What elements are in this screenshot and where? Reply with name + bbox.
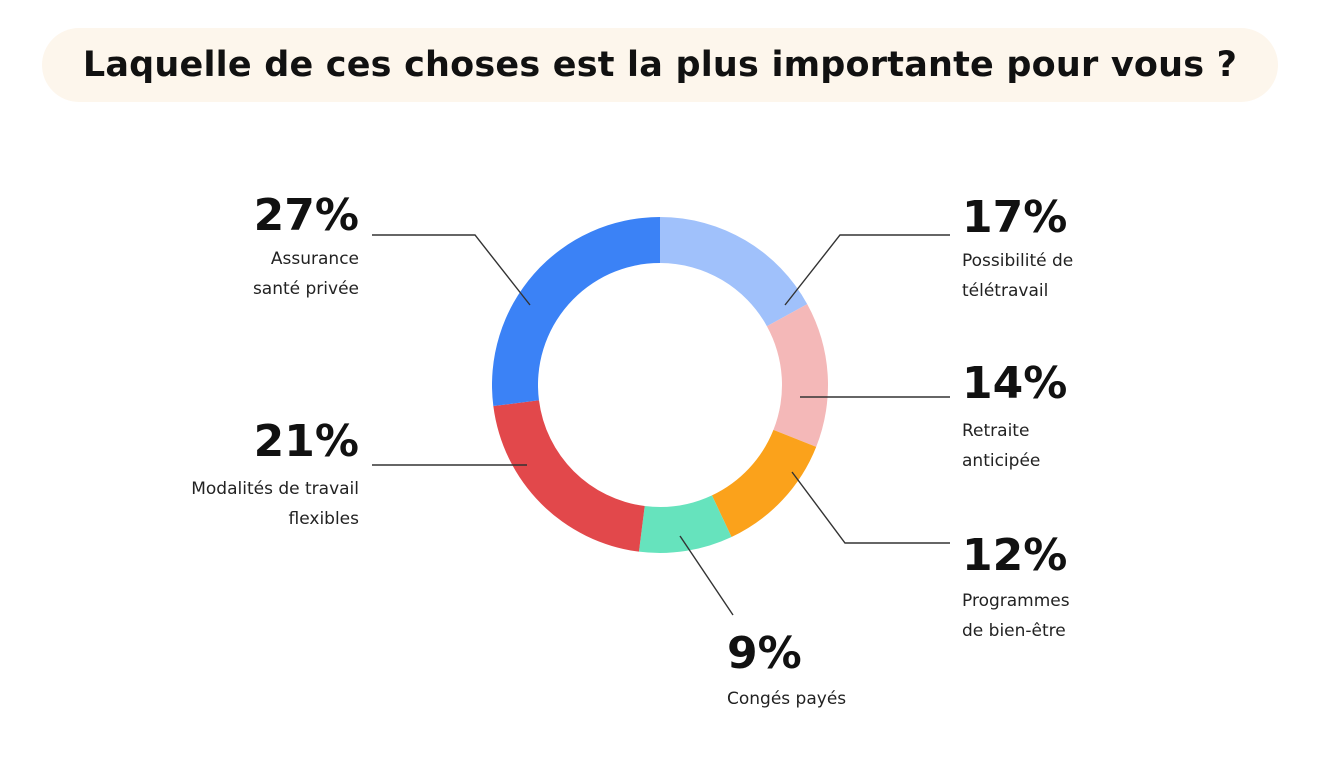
- slice-label: Programmes: [962, 591, 1070, 611]
- chart-title: Laquelle de ces choses est la plus impor…: [82, 45, 1238, 85]
- slice-percentage: 14%: [962, 358, 1067, 409]
- donut-slice: [766, 304, 828, 447]
- leader-line: [784, 234, 950, 306]
- slice-label: flexibles: [289, 509, 360, 529]
- leader-line: [791, 471, 950, 544]
- slice-label: Congés payés: [727, 689, 846, 709]
- donut-slice: [638, 495, 732, 553]
- donut-slice: [660, 217, 808, 327]
- slice-percentage: 27%: [254, 190, 359, 241]
- slice-label: Assurance: [271, 249, 359, 269]
- leader-line: [372, 234, 531, 306]
- slice-label: Modalités de travail: [191, 479, 359, 499]
- slice-label: télétravail: [962, 281, 1048, 301]
- slice-label: Retraite: [962, 421, 1029, 441]
- leader-line: [679, 535, 734, 616]
- slice-label: santé privée: [253, 279, 359, 299]
- slice-percentage: 21%: [254, 416, 359, 467]
- donut-slice: [711, 429, 817, 538]
- slice-percentage: 12%: [962, 530, 1067, 581]
- donut-slice: [492, 217, 660, 407]
- donut-slice: [493, 400, 645, 552]
- slice-label: anticipée: [962, 451, 1040, 471]
- slice-label: de bien-être: [962, 621, 1066, 641]
- slice-label: Possibilité de: [962, 251, 1073, 271]
- title-banner: Laquelle de ces choses est la plus impor…: [42, 28, 1278, 102]
- slice-percentage: 17%: [962, 192, 1067, 243]
- slice-percentage: 9%: [727, 628, 802, 679]
